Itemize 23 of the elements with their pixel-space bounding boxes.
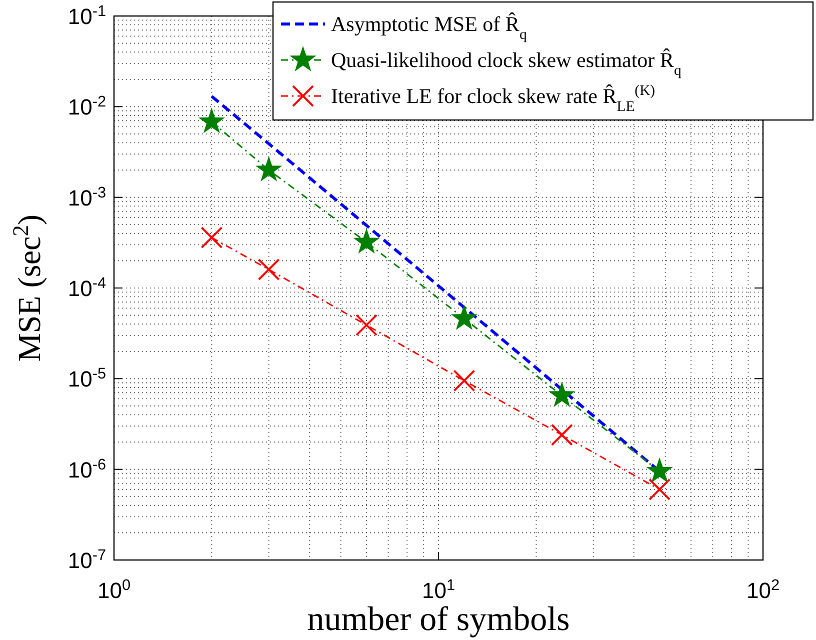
point [256,156,282,182]
point [453,370,476,392]
y-tick-label: 10$^{-6}$ [68,456,106,482]
y-tick-label: 10$^{-5}$ [68,365,106,392]
x-axis-title: number of symbols [307,601,570,638]
y-tick-label: 10$^{-4}$ [68,274,106,301]
point [548,382,576,407]
point [258,258,280,280]
y-tick-label: 10$^{-1}$ [68,2,106,29]
legend-label: Asymptotic MSE of R̂$_{q}$ [331,12,528,43]
point [450,304,478,330]
point [648,478,671,500]
x-tick-label: 10$^{2}$ [746,576,780,603]
y-tick-label: 10$^{-2}$ [68,93,106,120]
y-tick-label: 10$^{-3}$ [68,184,106,210]
x-tick-label: 10$^{0}$ [97,576,131,603]
point [353,228,380,254]
point [550,424,573,446]
y-tick-label: 10$^{-7}$ [68,546,106,573]
legend-label: Quasi-likelihood clock skew estimator R̂$_{q}$ [331,48,682,79]
point [646,457,673,483]
point [356,314,378,336]
x-tick-label: 10$^{1}$ [422,576,456,603]
